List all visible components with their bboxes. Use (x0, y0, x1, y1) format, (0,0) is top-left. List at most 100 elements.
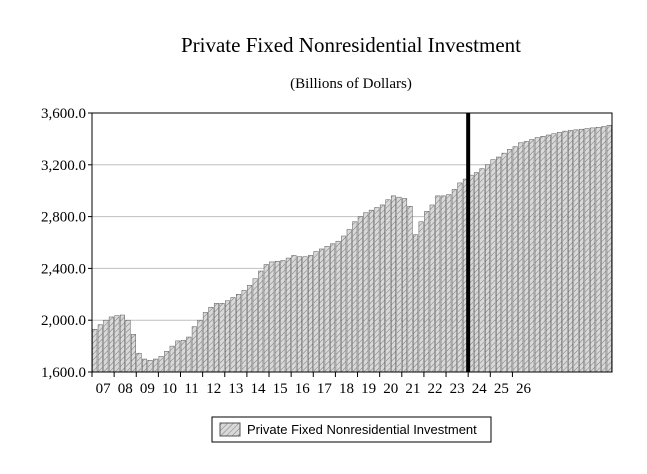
bar (197, 319, 203, 373)
bar (213, 303, 219, 373)
bar (97, 324, 103, 373)
bar (595, 126, 601, 373)
bar (291, 255, 297, 373)
x-tick-label: 22 (427, 381, 442, 397)
bar (153, 358, 159, 373)
x-tick-label: 15 (273, 381, 288, 397)
y-tick-label: 3,600.0 (41, 106, 86, 122)
bar (180, 340, 186, 373)
x-tick-label: 08 (118, 381, 133, 397)
bar (147, 360, 153, 373)
bar (496, 156, 502, 373)
x-tick-label: 19 (361, 381, 376, 397)
bar (236, 294, 242, 373)
x-tick-label: 13 (228, 381, 243, 397)
chart-subtitle: (Billions of Dollars) (290, 76, 412, 92)
bar (584, 128, 590, 373)
bar (562, 130, 568, 373)
bar (413, 234, 419, 373)
x-tick-label: 17 (317, 381, 333, 397)
bar (247, 284, 253, 373)
bar (473, 172, 479, 373)
bar (363, 212, 369, 373)
x-tick-label: 21 (405, 381, 420, 397)
bar (451, 189, 457, 373)
bar (601, 126, 607, 373)
bar (307, 255, 314, 373)
x-tick-label: 10 (162, 381, 177, 397)
bar (158, 356, 164, 373)
bar (429, 204, 435, 373)
bar (330, 243, 336, 373)
bar (258, 270, 264, 373)
bar (435, 195, 441, 373)
bar (512, 146, 518, 373)
legend-label: Private Fixed Nonresidential Investment (247, 422, 477, 437)
y-tick-label: 2,800.0 (41, 210, 86, 226)
bar (175, 340, 181, 373)
bar (285, 257, 291, 373)
bar (164, 351, 170, 373)
bar (346, 229, 352, 373)
x-tick-label: 18 (339, 381, 354, 397)
bar (319, 248, 325, 373)
bar (396, 196, 402, 373)
bar (374, 207, 380, 373)
bar (296, 256, 302, 373)
x-tick-label: 26 (516, 381, 532, 397)
bar (269, 261, 275, 373)
bar (390, 195, 397, 373)
bar (125, 319, 131, 373)
bar (485, 164, 491, 373)
bar (507, 149, 513, 373)
bar (103, 319, 109, 373)
bar (186, 336, 192, 373)
bar (108, 316, 114, 373)
bar (424, 211, 430, 373)
bar (457, 182, 463, 373)
bar (114, 315, 120, 373)
bar (357, 216, 363, 373)
legend-swatch (219, 422, 241, 437)
bar (219, 303, 225, 373)
plot-frame (91, 112, 613, 373)
x-tick-label: 07 (96, 381, 112, 397)
y-tick-label: 2,000.0 (41, 313, 86, 329)
bar (241, 290, 247, 373)
x-axis-ticks: 07 08 09 10 11 12 13 14 15 16 17 18 19 20 21 22 23 24 25 26 (91, 372, 532, 397)
bar (274, 261, 280, 373)
bar (551, 133, 557, 373)
bar (280, 260, 286, 373)
bar (230, 297, 236, 373)
y-tick-label: 2,400.0 (41, 261, 86, 277)
bar (534, 137, 540, 373)
bar (263, 264, 269, 373)
legend-box (211, 416, 492, 443)
x-tick-label: 12 (206, 381, 221, 397)
x-tick-label: 20 (383, 381, 398, 397)
bar (479, 168, 485, 373)
x-tick-label: 14 (250, 381, 266, 397)
y-tick-label: 1,600.0 (41, 365, 86, 381)
bar (523, 141, 529, 373)
y-tick-label: 3,200.0 (41, 158, 86, 174)
bar (352, 221, 358, 373)
bar (518, 142, 524, 373)
bar (385, 199, 391, 373)
bar (490, 159, 496, 373)
bar (136, 352, 142, 373)
bar (573, 129, 579, 373)
x-tick-label: 16 (295, 381, 311, 397)
bar (208, 307, 214, 373)
x-tick-label: 23 (450, 381, 465, 397)
chart-title: Private Fixed Nonresidential Investment (181, 33, 521, 57)
bar (191, 326, 197, 373)
bar (335, 240, 341, 373)
bar (606, 125, 612, 373)
bar (402, 198, 408, 373)
bar (529, 139, 535, 373)
y-axis-ticks: 1,600.0 2,000.0 2,400.0 2,800.0 3,200.0 3,600… (41, 106, 92, 381)
bar (130, 334, 137, 373)
bar (418, 221, 424, 373)
